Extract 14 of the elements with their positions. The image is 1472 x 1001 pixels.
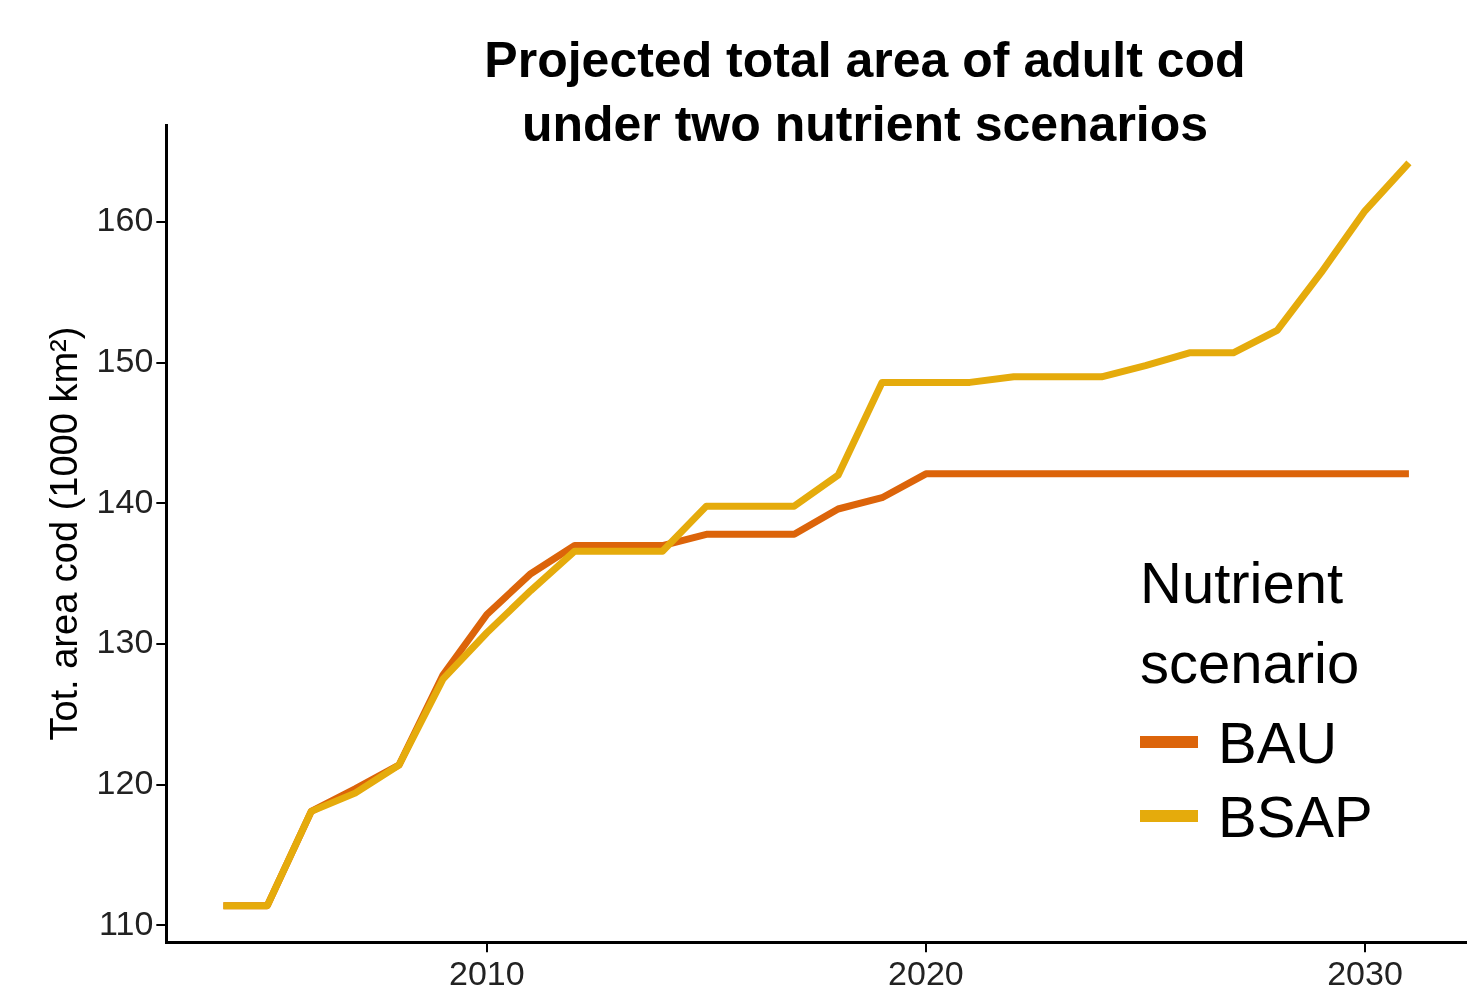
y-tick-label: 150 bbox=[96, 341, 154, 380]
chart-title: Projected total area of adult cod under two nutrient scenarios bbox=[483, 31, 1247, 154]
legend-label: BAU bbox=[1218, 708, 1338, 776]
y-tick-label: 160 bbox=[96, 200, 154, 239]
legend-label: BSAP bbox=[1218, 782, 1373, 850]
x-tick-label: 2030 bbox=[1327, 953, 1403, 992]
y-tick-label: 140 bbox=[96, 481, 154, 520]
x-tick-label: 2010 bbox=[449, 953, 525, 992]
y-tick-label: 120 bbox=[96, 763, 154, 802]
y-axis-title: Tot. area cod (1000 km²) bbox=[43, 326, 86, 741]
x-tick-label: 2020 bbox=[888, 953, 964, 992]
y-tick-label: 110 bbox=[99, 903, 154, 942]
y-tick-label: 130 bbox=[96, 622, 154, 661]
legend-title: Nutrient scenario bbox=[1140, 549, 1361, 697]
